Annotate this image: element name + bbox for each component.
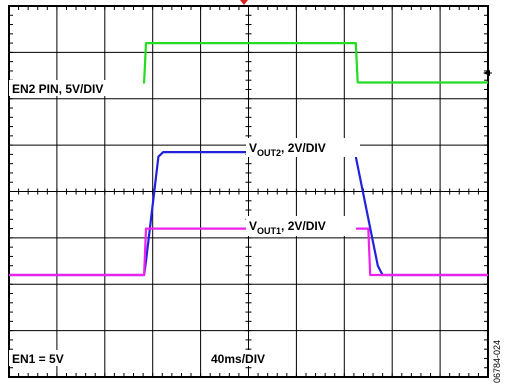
en2-label: EN2 PIN, 5V/DIV [9,80,143,96]
vout1-label: VOUT1, 2V/DIV [246,216,356,236]
en1-label-text: EN1 = 5V [12,352,64,366]
vout1-label-main: V [249,219,257,233]
vout2-label-main: V [249,141,257,155]
vout1-label-sub: OUT1 [257,226,281,236]
vout2-label-sub: OUT2 [257,148,281,158]
en1-label: EN1 = 5V [9,350,83,366]
svg-text:VOUT2, 2V/DIV: VOUT2, 2V/DIV [249,141,326,158]
vout2-label: VOUT2, 2V/DIV [246,138,360,158]
grid [8,5,489,378]
vout1-label-rest: , 2V/DIV [281,219,326,233]
figure-id: 06784-024 [492,340,502,383]
timebase-label: 40ms/DIV [207,350,289,366]
vout2-label-rest: , 2V/DIV [281,141,326,155]
svg-text:VOUT1, 2V/DIV: VOUT1, 2V/DIV [249,219,326,236]
trigger-marker-icon [240,0,248,5]
timebase-label-text: 40ms/DIV [211,352,265,366]
en2-label-text: EN2 PIN, 5V/DIV [12,82,103,96]
